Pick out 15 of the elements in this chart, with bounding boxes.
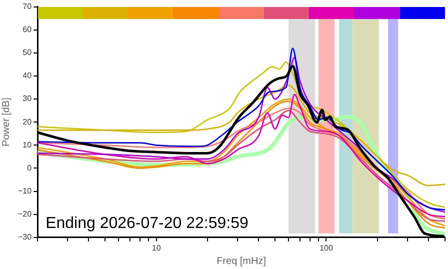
- y-tick-label: 70: [22, 2, 32, 12]
- y-tick-label: 50: [22, 48, 32, 58]
- y-tick-label: 0: [27, 163, 32, 172]
- annotation: Ending 2026-07-20 22:59:59: [46, 214, 249, 232]
- x-axis-title: Freq [mHz]: [216, 256, 266, 267]
- y-tick-label: 60: [22, 25, 32, 34]
- y-tick-label: 20: [22, 117, 32, 126]
- y-tick-label: 10: [22, 140, 32, 150]
- y-axis-title: Power [dB]: [0, 97, 12, 147]
- y-tick-label: 40: [22, 71, 32, 80]
- x-tick-label: 100: [320, 243, 334, 252]
- y-tick-label: 30: [22, 94, 32, 104]
- y-tick-label: −10: [18, 186, 32, 196]
- y-tick-label: −30: [18, 232, 32, 242]
- y-tick-label: −20: [18, 210, 32, 219]
